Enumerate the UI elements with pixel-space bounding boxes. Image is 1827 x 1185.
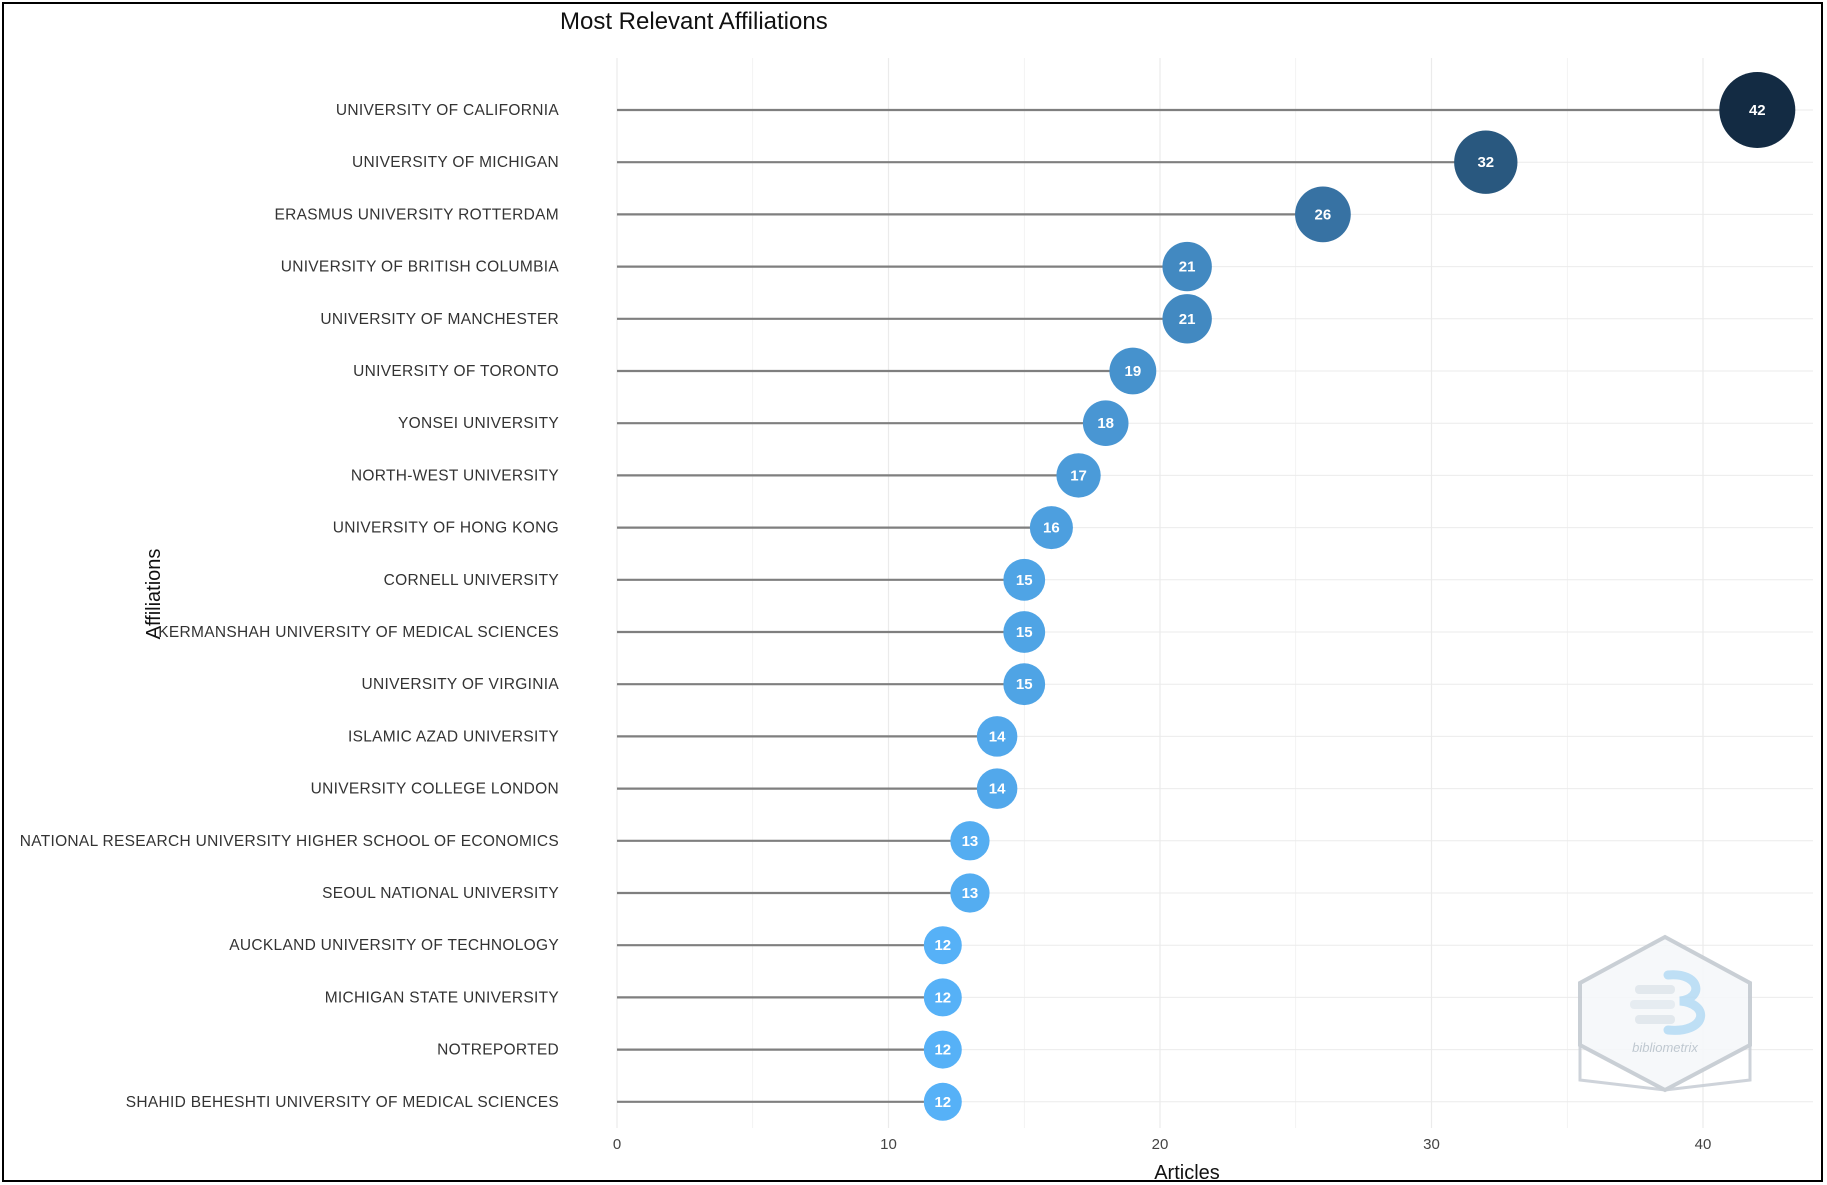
category-label: ISLAMIC AZAD UNIVERSITY	[348, 728, 559, 745]
data-label: 12	[934, 989, 951, 1006]
data-label: 15	[1016, 572, 1033, 589]
category-label: UNIVERSITY OF MICHIGAN	[352, 154, 559, 171]
x-tick-label: 30	[1423, 1136, 1440, 1153]
data-label: 16	[1043, 520, 1060, 537]
lollipop-dot	[1003, 663, 1046, 706]
lollipop-dot	[1056, 453, 1101, 498]
lollipop-dot	[1454, 130, 1518, 194]
category-label: KERMANSHAH UNIVERSITY OF MEDICAL SCIENCE…	[158, 624, 559, 641]
category-label: UNIVERSITY OF HONG KONG	[333, 520, 559, 537]
data-label: 12	[934, 937, 951, 954]
data-label: 13	[962, 885, 979, 902]
category-label: UNIVERSITY OF TORONTO	[353, 363, 559, 380]
x-tick-labels: 0 10 20 30 40	[613, 1136, 1712, 1153]
lollipop-dot	[1162, 241, 1212, 292]
lollipop-dot	[1295, 186, 1351, 243]
x-tick-label: 20	[1152, 1136, 1169, 1153]
x-axis-title: Articles	[1154, 1162, 1220, 1184]
data-label: 32	[1477, 154, 1494, 171]
category-label: NOTREPORTED	[437, 1042, 559, 1059]
data-label: 14	[989, 728, 1006, 745]
data-label: 19	[1125, 363, 1142, 380]
data-label: 42	[1749, 102, 1766, 119]
category-label: MICHIGAN STATE UNIVERSITY	[325, 989, 559, 1006]
category-label: SEOUL NATIONAL UNIVERSITY	[322, 885, 559, 902]
y-axis-title: Affiliations	[143, 549, 165, 640]
category-label: NATIONAL RESEARCH UNIVERSITY HIGHER SCHO…	[20, 833, 559, 850]
data-label: 21	[1179, 311, 1196, 328]
category-label: UNIVERSITY OF MANCHESTER	[320, 311, 559, 328]
category-label: AUCKLAND UNIVERSITY OF TECHNOLOGY	[229, 937, 559, 954]
category-label: UNIVERSITY OF CALIFORNIA	[336, 102, 559, 119]
lollipop-dot	[976, 768, 1018, 809]
lollipop-dot	[923, 978, 962, 1017]
lollipop-dot	[1003, 611, 1046, 653]
category-label: YONSEI UNIVERSITY	[398, 415, 559, 432]
x-tick-label: 40	[1695, 1136, 1712, 1153]
lollipop-dot	[950, 873, 990, 913]
category-label: UNIVERSITY OF VIRGINIA	[361, 676, 559, 693]
data-label: 12	[934, 1042, 951, 1059]
lollipop-dot	[923, 1082, 962, 1121]
data-label: 15	[1016, 676, 1033, 693]
x-tick-label: 10	[880, 1136, 897, 1153]
lollipop-dot	[1003, 558, 1046, 601]
chart-title: Most Relevant Affiliations	[560, 8, 828, 35]
value-markers: 42 32 26 21 21 19 18 17 16 15 15 15 14 14 13 13 12 12 12 12	[923, 72, 1796, 1121]
category-label: UNIVERSITY OF BRITISH COLUMBIA	[281, 259, 560, 276]
category-label: UNIVERSITY COLLEGE LONDON	[311, 781, 559, 798]
lollipop-dot	[950, 821, 990, 861]
data-label: 21	[1179, 259, 1196, 276]
stems	[617, 108, 1758, 1103]
data-label: 26	[1315, 206, 1332, 223]
data-label: 17	[1070, 467, 1087, 484]
data-label: 13	[962, 833, 979, 850]
category-label: ERASMUS UNIVERSITY ROTTERDAM	[274, 206, 559, 223]
lollipop-dot	[923, 926, 962, 965]
lollipop-dot	[1082, 400, 1129, 447]
lollipop-dot	[1029, 506, 1073, 550]
lollipop-dot	[923, 1030, 962, 1069]
bibliometrix-logo-icon: bibliometrix	[1578, 934, 1752, 1093]
category-labels: UNIVERSITY OF CALIFORNIA UNIVERSITY OF MI…	[20, 102, 560, 1111]
watermark-text: bibliometrix	[1632, 1040, 1698, 1055]
data-label: 14	[989, 781, 1006, 798]
lollipop-dot	[1719, 72, 1796, 148]
x-tick-label: 0	[613, 1136, 621, 1153]
lollipop-dot	[1109, 347, 1157, 395]
lollipop-dot	[976, 716, 1018, 757]
data-label: 12	[934, 1094, 951, 1111]
category-label: CORNELL UNIVERSITY	[384, 572, 559, 589]
lollipop-dot	[1162, 294, 1212, 344]
data-label: 15	[1016, 624, 1033, 641]
data-label: 18	[1097, 415, 1114, 432]
category-label: NORTH-WEST UNIVERSITY	[351, 467, 559, 484]
category-label: SHAHID BEHESHTI UNIVERSITY OF MEDICAL SC…	[126, 1094, 559, 1111]
